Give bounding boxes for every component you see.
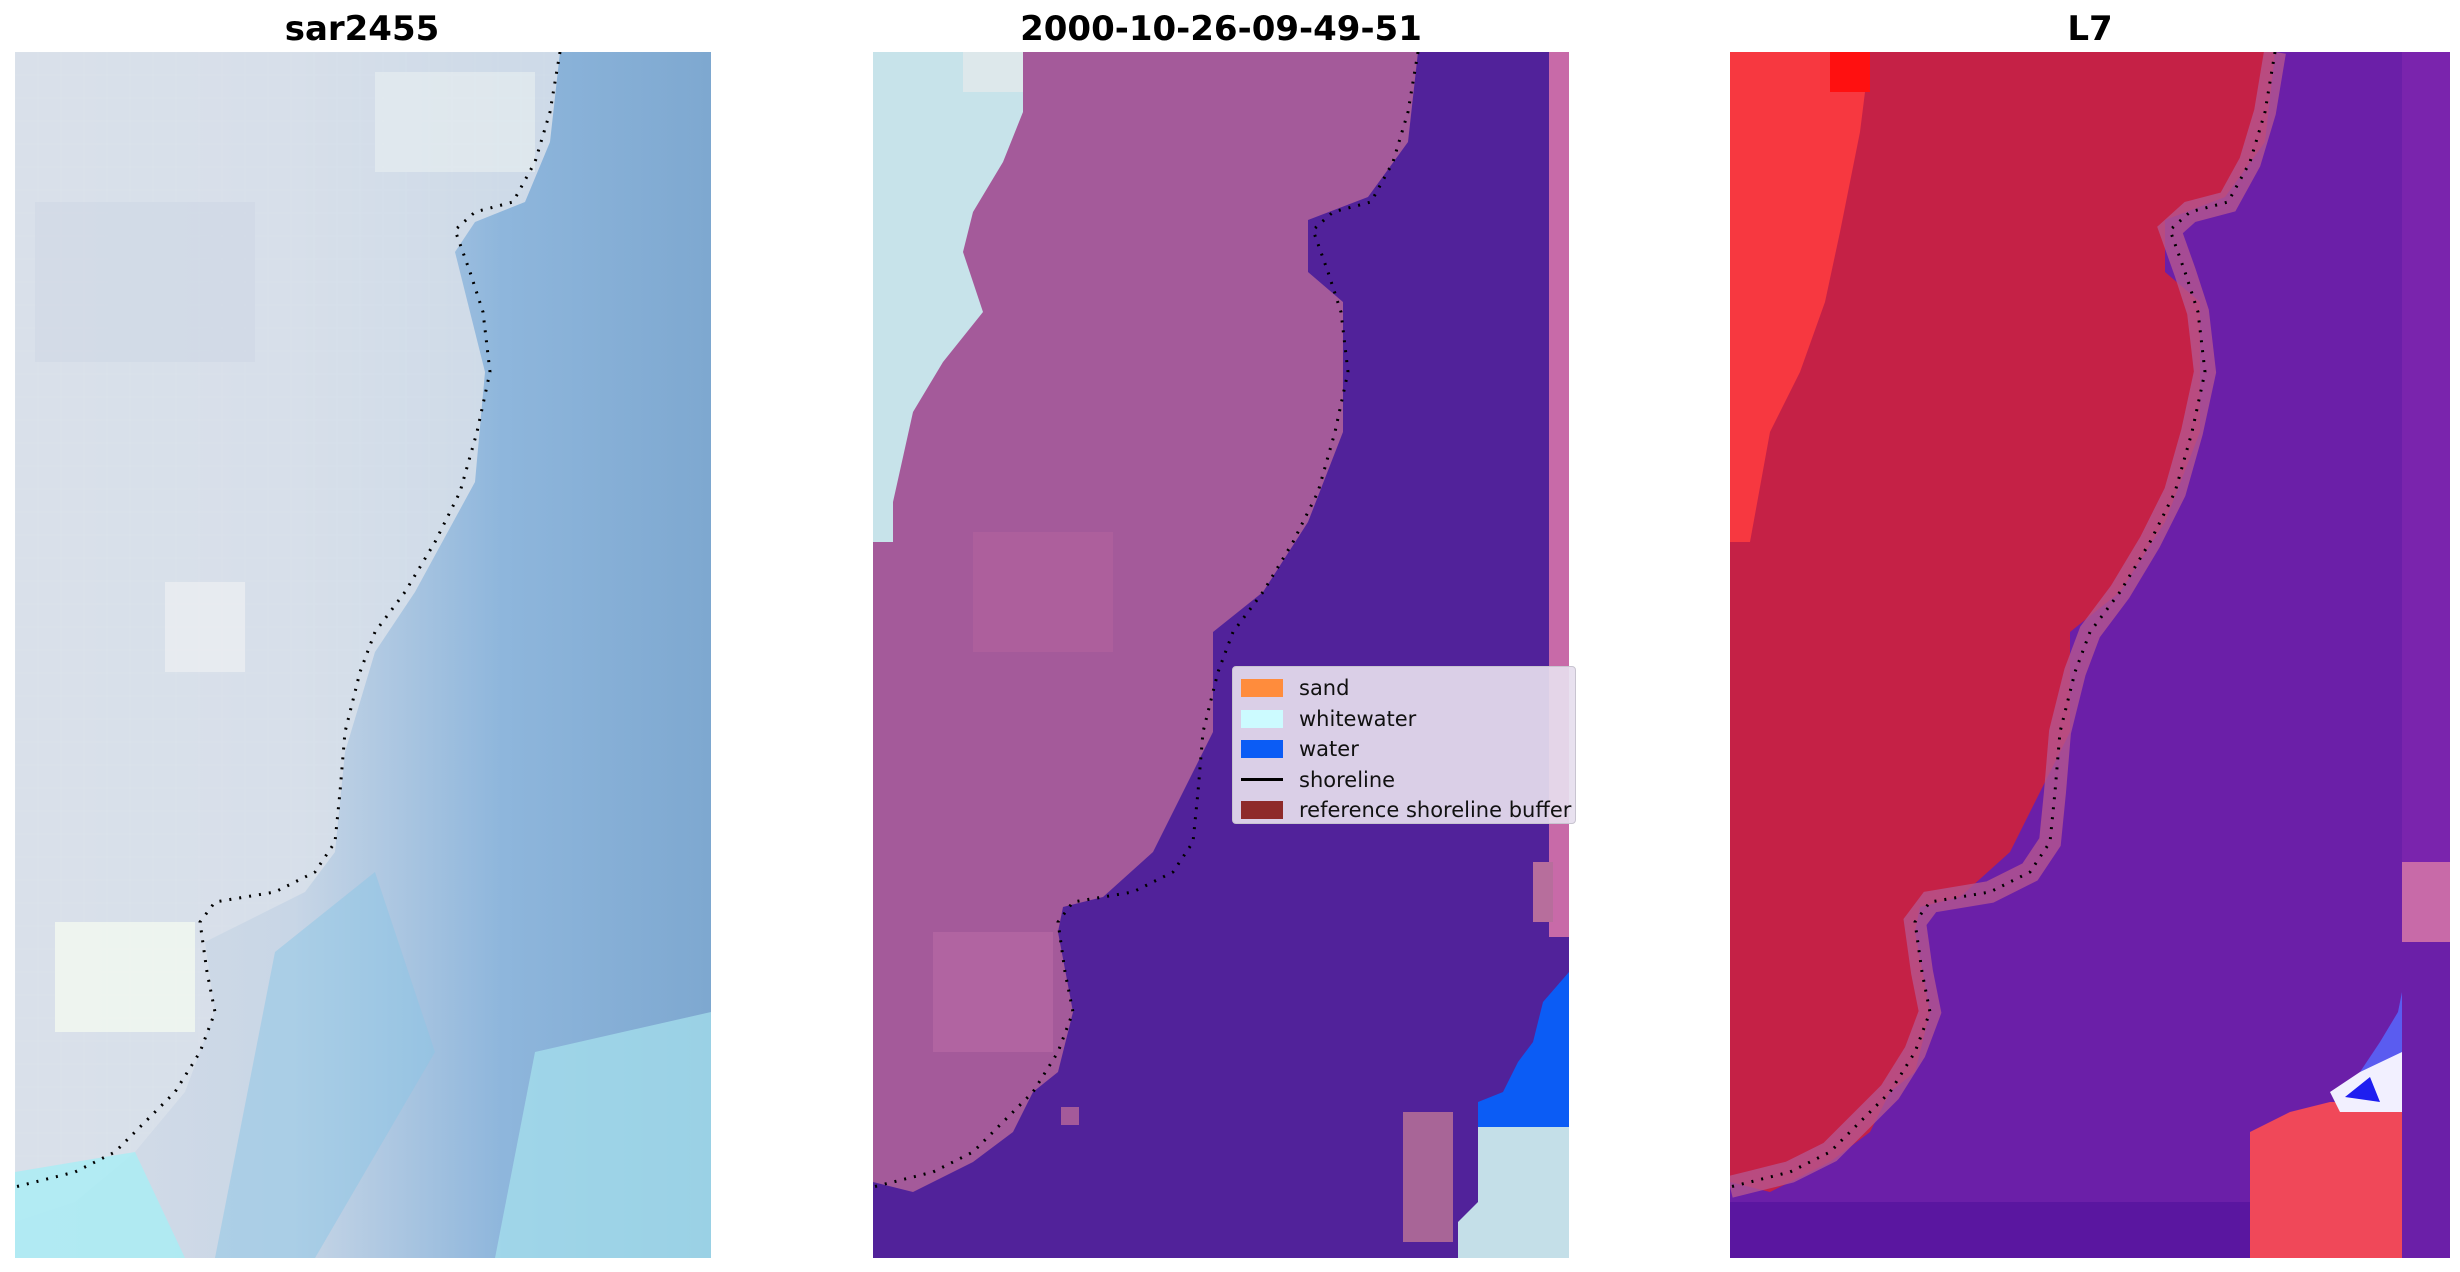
- legend-item-shoreline: shoreline: [1241, 765, 1575, 796]
- legend-item-sand: sand: [1241, 673, 1575, 704]
- legend-label: water: [1299, 737, 1359, 762]
- legend-label: shoreline: [1299, 767, 1396, 792]
- legend-item-whitewater: whitewater: [1241, 704, 1575, 735]
- legend-item-reference-buffer: reference shoreline buffer: [1241, 795, 1575, 826]
- panel-title-rgb: sar2455: [284, 9, 440, 49]
- legend-swatch-reference-buffer: [1241, 801, 1283, 820]
- rgb-image: [15, 52, 711, 1258]
- panel-title-classification: 2000-10-26-09-49-51: [1020, 9, 1422, 49]
- mndwi-image: [1730, 52, 2450, 1258]
- classification-panel: [873, 52, 1569, 1258]
- rgb-image-panel: [15, 52, 711, 1258]
- panel-title-mndwi: L7: [2067, 9, 2113, 49]
- legend-label: sand: [1299, 676, 1350, 701]
- legend-swatch-water: [1241, 740, 1283, 759]
- classification-image: [873, 52, 1569, 1258]
- legend-label: reference shoreline buffer: [1299, 798, 1572, 823]
- legend-line-shoreline: [1241, 778, 1283, 782]
- legend-label: whitewater: [1299, 706, 1417, 731]
- legend-swatch-sand: [1241, 679, 1283, 698]
- legend: sand whitewater water shoreline referenc…: [1232, 666, 1576, 824]
- legend-item-water: water: [1241, 734, 1575, 765]
- legend-swatch-whitewater: [1241, 709, 1283, 728]
- mndwi-panel: [1730, 52, 2450, 1258]
